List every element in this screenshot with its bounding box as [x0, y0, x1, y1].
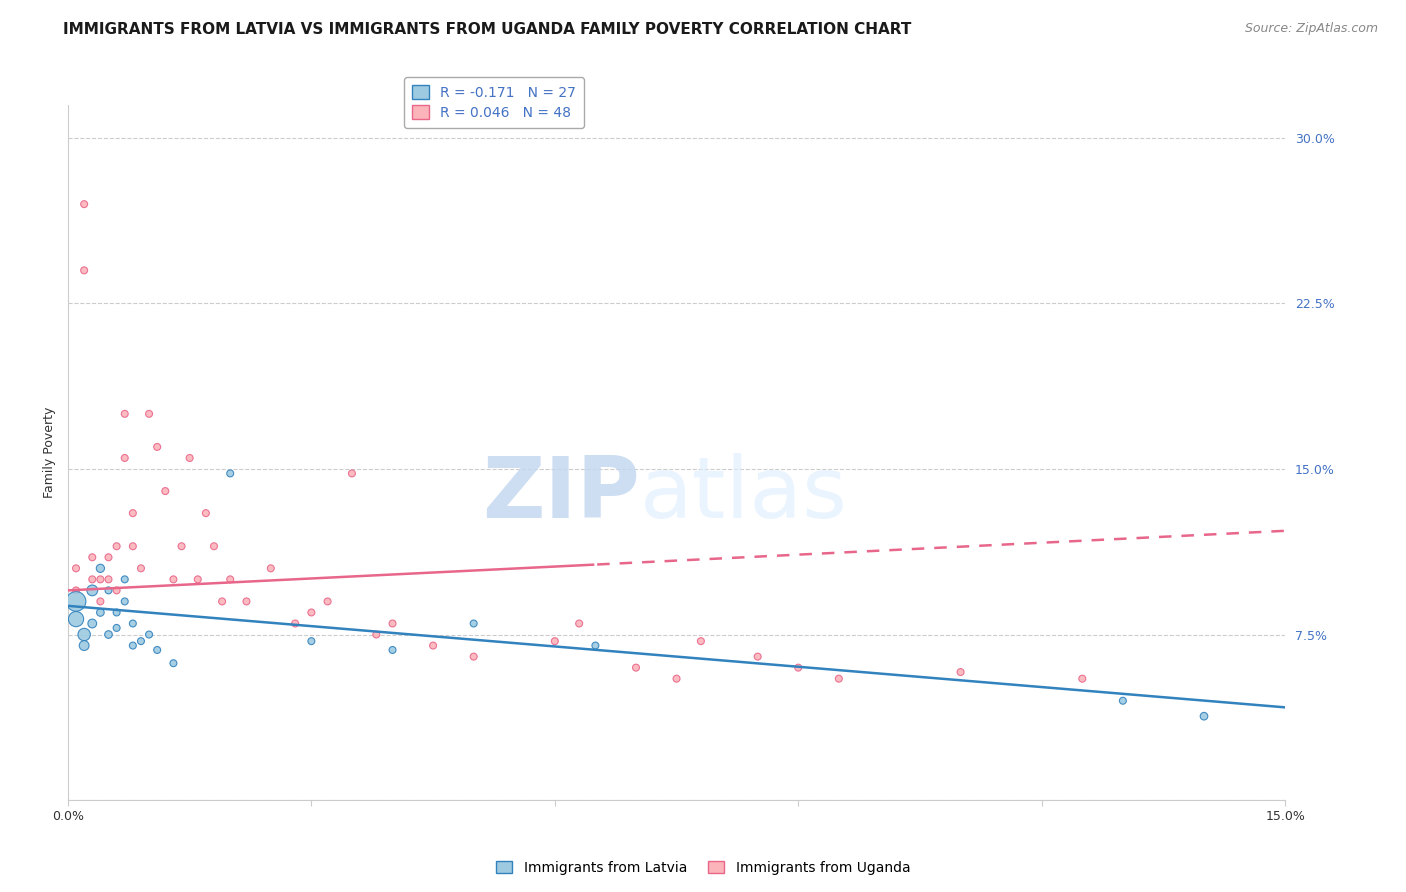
Point	[114, 573, 136, 587]
Point	[316, 594, 339, 608]
Point	[138, 627, 160, 641]
Point	[828, 672, 851, 686]
Point	[219, 467, 242, 481]
Text: atlas: atlas	[640, 452, 848, 536]
Point	[260, 561, 283, 575]
Point	[179, 450, 201, 465]
Point	[1071, 672, 1094, 686]
Point	[73, 263, 96, 277]
Point	[689, 634, 711, 648]
Point	[155, 484, 177, 499]
Point	[366, 627, 388, 641]
Point	[284, 616, 307, 631]
Point	[211, 594, 233, 608]
Legend: Immigrants from Latvia, Immigrants from Uganda: Immigrants from Latvia, Immigrants from …	[491, 855, 915, 880]
Point	[219, 573, 242, 587]
Point	[129, 634, 152, 648]
Y-axis label: Family Poverty: Family Poverty	[44, 407, 56, 498]
Point	[114, 594, 136, 608]
Point	[170, 539, 193, 553]
Point	[463, 616, 485, 631]
Point	[299, 634, 322, 648]
Point	[340, 467, 363, 481]
Point	[129, 561, 152, 575]
Point	[194, 506, 217, 520]
Text: ZIP: ZIP	[482, 452, 640, 536]
Point	[105, 583, 128, 598]
Point	[422, 639, 444, 653]
Point	[82, 583, 104, 598]
Point	[121, 639, 143, 653]
Point	[105, 621, 128, 635]
Point	[89, 573, 111, 587]
Point	[381, 643, 404, 657]
Point	[73, 197, 96, 211]
Point	[97, 550, 120, 565]
Point	[787, 660, 810, 674]
Point	[97, 583, 120, 598]
Point	[65, 561, 87, 575]
Point	[65, 583, 87, 598]
Point	[73, 639, 96, 653]
Point	[624, 660, 647, 674]
Point	[187, 573, 209, 587]
Point	[97, 573, 120, 587]
Point	[1192, 709, 1215, 723]
Point	[162, 573, 184, 587]
Point	[463, 649, 485, 664]
Point	[121, 539, 143, 553]
Point	[97, 627, 120, 641]
Point	[146, 643, 169, 657]
Point	[82, 550, 104, 565]
Point	[665, 672, 688, 686]
Point	[162, 657, 184, 671]
Point	[114, 450, 136, 465]
Point	[299, 606, 322, 620]
Point	[73, 627, 96, 641]
Point	[89, 594, 111, 608]
Point	[583, 639, 606, 653]
Point	[544, 634, 567, 648]
Point	[89, 606, 111, 620]
Point	[121, 616, 143, 631]
Point	[1112, 694, 1135, 708]
Point	[138, 407, 160, 421]
Legend: R = -0.171   N = 27, R = 0.046   N = 48: R = -0.171 N = 27, R = 0.046 N = 48	[404, 77, 583, 128]
Text: IMMIGRANTS FROM LATVIA VS IMMIGRANTS FROM UGANDA FAMILY POVERTY CORRELATION CHAR: IMMIGRANTS FROM LATVIA VS IMMIGRANTS FRO…	[63, 22, 911, 37]
Point	[568, 616, 591, 631]
Point	[65, 594, 87, 608]
Point	[381, 616, 404, 631]
Point	[202, 539, 225, 553]
Point	[747, 649, 769, 664]
Point	[121, 506, 143, 520]
Point	[82, 616, 104, 631]
Point	[89, 561, 111, 575]
Point	[82, 573, 104, 587]
Point	[114, 407, 136, 421]
Point	[146, 440, 169, 454]
Text: Source: ZipAtlas.com: Source: ZipAtlas.com	[1244, 22, 1378, 36]
Point	[949, 665, 972, 679]
Point	[105, 606, 128, 620]
Point	[105, 539, 128, 553]
Point	[235, 594, 257, 608]
Point	[65, 612, 87, 626]
